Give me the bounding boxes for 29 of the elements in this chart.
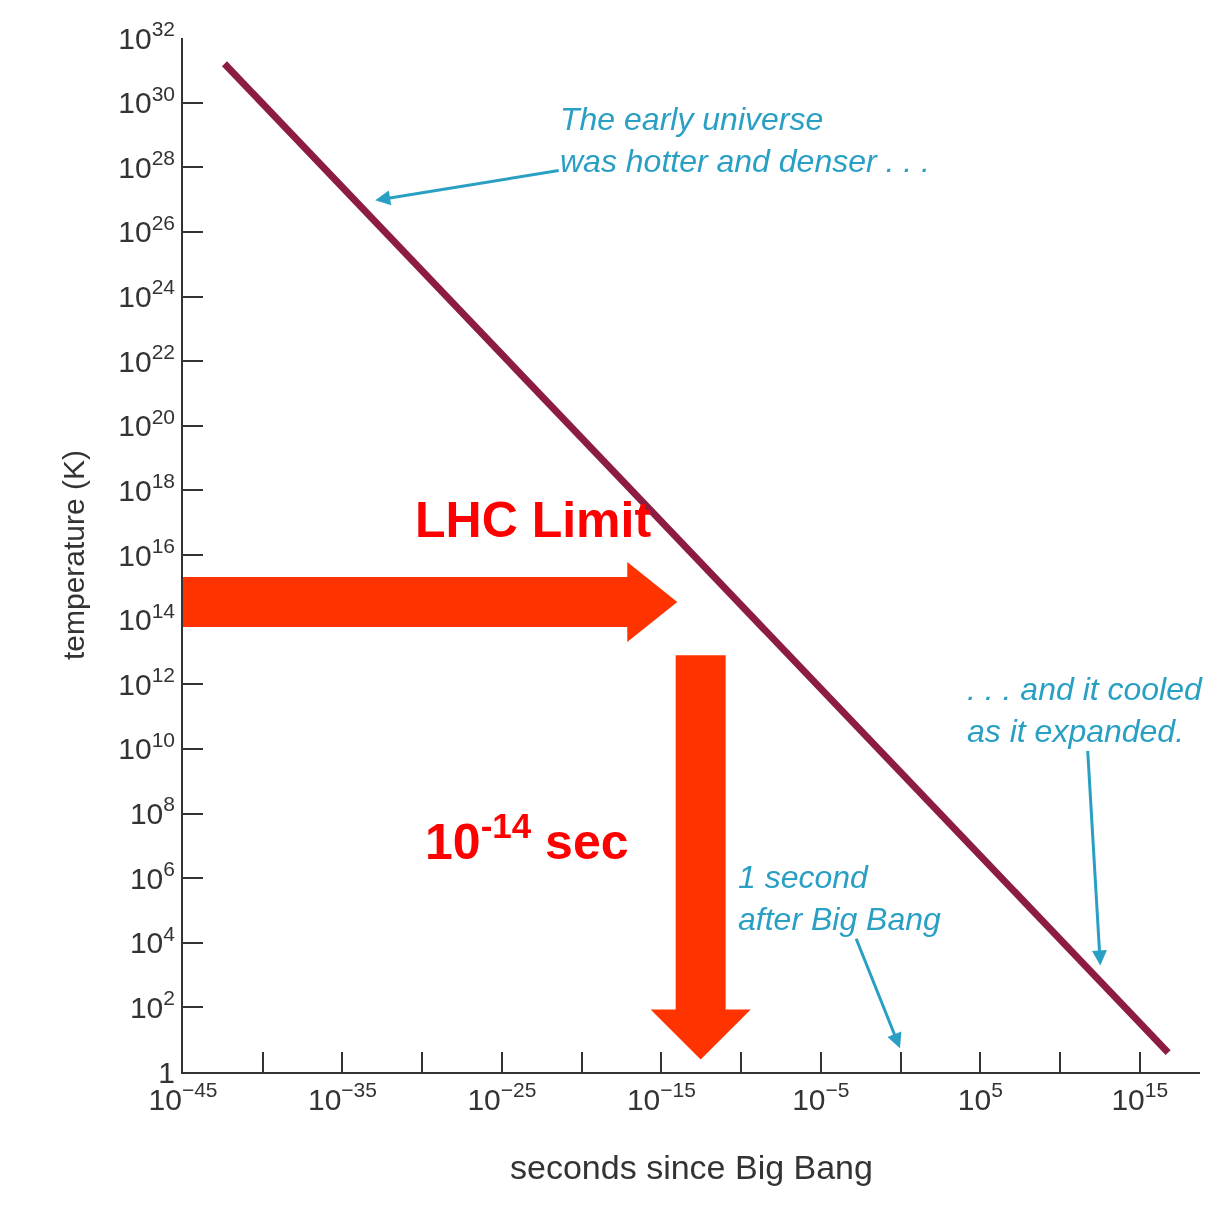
x-tick-label: 10$^{5}$ (957, 1078, 1003, 1116)
y-axis-title: temperature (K) (56, 449, 90, 661)
y-tick-label: 10$^{2}$ (129, 986, 175, 1024)
y-tick-label: 10$^{18}$ (118, 469, 175, 507)
y-tick-label: 10$^{16}$ (118, 533, 175, 572)
annotation: The early universe was hotter and denser . . . (560, 101, 930, 179)
y-tick-label: 10$^{12}$ (118, 663, 175, 701)
x-tick-label: 10$^{−25}$ (467, 1078, 537, 1116)
x-tick-label: 10$^{−35}$ (307, 1078, 377, 1116)
y-tick-label: 10$^{32}$ (118, 16, 175, 55)
annotation: 1 second after Big Bang (738, 859, 941, 937)
x-axis-title: seconds since Big Bang (510, 1147, 873, 1186)
y-tick-label: 10$^{10}$ (118, 727, 175, 766)
annotation: . . . and it cooled as it expanded. (967, 671, 1204, 749)
y-tick-label: 10$^{8}$ (129, 792, 175, 830)
annotation: LHC Limit (415, 492, 652, 548)
y-tick-label: 10$^{30}$ (118, 81, 175, 120)
y-tick-label: 10$^{6}$ (129, 857, 175, 895)
y-tick-label: 10$^{22}$ (118, 340, 175, 378)
x-tick-label: 10$^{−15}$ (626, 1078, 696, 1116)
x-tick-label: 10$^{−5}$ (792, 1078, 850, 1116)
y-tick-label: 10$^{26}$ (118, 210, 175, 249)
y-tick-label: 10$^{14}$ (118, 598, 176, 637)
annotation: 10$^{-14}$ sec (425, 806, 629, 870)
y-tick-label: 10$^{20}$ (118, 404, 175, 443)
x-tick-label: 10$^{15}$ (1111, 1078, 1169, 1116)
y-tick-label: 10$^{24}$ (118, 275, 176, 313)
y-tick-label: 10$^{28}$ (118, 146, 175, 184)
y-tick-label: 10$^{4}$ (129, 921, 176, 960)
